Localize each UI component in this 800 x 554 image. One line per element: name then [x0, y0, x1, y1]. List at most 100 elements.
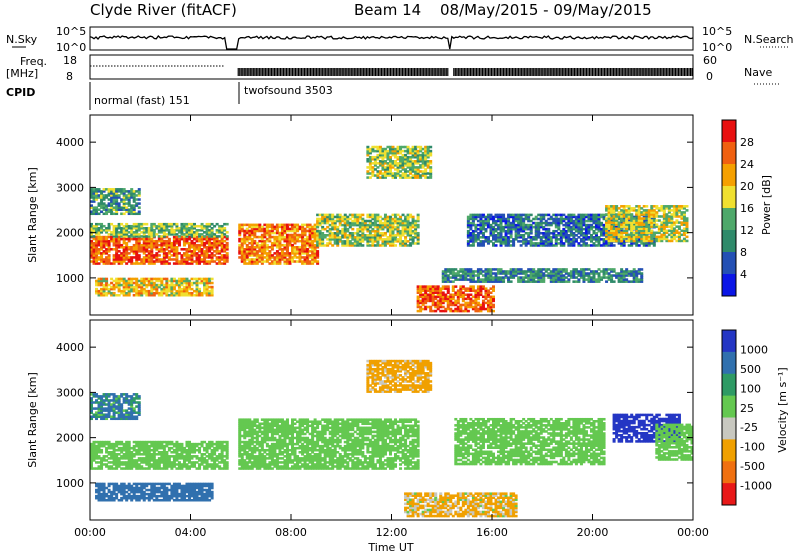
heatmap-cell	[409, 215, 413, 219]
heatmap-cell	[502, 242, 506, 245]
heatmap-cell	[353, 244, 357, 247]
heatmap-cell	[127, 200, 131, 203]
heatmap-cell	[373, 231, 377, 235]
heatmap-cell	[569, 231, 573, 235]
heatmap-cell	[162, 277, 166, 281]
heatmap-cell	[564, 231, 568, 235]
heatmap-cell	[157, 235, 161, 238]
heatmap-cell	[396, 219, 400, 223]
heatmap-cell	[177, 237, 181, 241]
heatmap-cell	[97, 241, 101, 245]
heatmap-cell	[466, 229, 470, 233]
heatmap-cell	[263, 245, 267, 249]
heatmap-cell	[627, 221, 631, 224]
heatmap-cell	[376, 157, 380, 161]
heatmap-cell	[122, 291, 126, 295]
heatmap-cell	[399, 238, 403, 241]
heatmap-cell	[507, 236, 511, 239]
heatmap-cell	[95, 283, 99, 287]
heatmap-cell	[253, 262, 257, 265]
heatmap-cell	[534, 236, 538, 239]
heatmap-cell	[248, 262, 252, 265]
heatmap-cell	[426, 305, 430, 309]
heatmap-cell	[105, 285, 109, 289]
heatmap-cell	[160, 281, 164, 285]
heatmap-cell	[376, 240, 380, 243]
heatmap-cell	[617, 225, 621, 228]
heatmap-cell	[165, 229, 169, 232]
heatmap-cell	[127, 245, 131, 249]
heatmap-cell	[381, 172, 385, 175]
heatmap-cell	[92, 224, 96, 228]
heatmap-cell	[436, 289, 440, 292]
heatmap-cell	[466, 221, 470, 225]
heatmap-cell	[102, 239, 106, 243]
heatmap-cell	[476, 285, 480, 288]
heatmap-cell	[147, 256, 151, 259]
heatmap-cell	[157, 260, 161, 263]
heatmap-cell	[92, 248, 96, 251]
heatmap-cell	[444, 295, 448, 299]
nsky-right-tick-top: 10^5	[702, 25, 732, 38]
heatmap-cell	[574, 225, 578, 229]
heatmap-cell	[391, 221, 395, 225]
heatmap-cell	[208, 245, 212, 249]
heatmap-cell	[411, 151, 415, 155]
heatmap-cell	[127, 237, 131, 241]
heatmap-cell	[371, 240, 375, 243]
heatmap-cell	[492, 289, 495, 292]
heatmap-cell	[90, 206, 93, 209]
heatmap-cell	[248, 250, 252, 253]
heatmap-cell	[142, 252, 146, 255]
heatmap-cell	[434, 289, 438, 292]
heatmap-cell	[195, 243, 199, 247]
heatmap-cell	[547, 236, 551, 239]
heatmap-cell	[559, 242, 563, 245]
heatmap-cell	[253, 252, 257, 255]
heatmap-cell	[479, 221, 483, 225]
heatmap-cell	[406, 219, 410, 223]
heatmap-cell	[494, 280, 498, 283]
heatmap-cell	[102, 291, 106, 295]
heatmap-cell	[386, 149, 390, 153]
heatmap-cell	[343, 227, 347, 231]
heatmap-cell	[401, 213, 405, 217]
heatmap-cell	[610, 211, 614, 214]
heatmap-cell	[461, 293, 465, 297]
heatmap-cell	[569, 274, 573, 277]
heatmap-cell	[142, 235, 146, 238]
heatmap-cell	[396, 149, 400, 153]
heatmap-cell	[177, 241, 181, 245]
heatmap-cell	[554, 223, 558, 227]
heatmap-cell	[333, 225, 337, 229]
heatmap-cell	[602, 272, 606, 275]
heatmap-cell	[464, 287, 468, 290]
heatmap-cell	[635, 235, 639, 239]
heatmap-cell	[210, 277, 214, 281]
heatmap-cell	[122, 293, 126, 297]
heatmap-cell	[486, 219, 490, 223]
heatmap-cell	[170, 245, 174, 249]
heatmap-cell	[431, 309, 435, 313]
heatmap-cell	[542, 242, 546, 245]
heatmap-cell	[424, 162, 428, 165]
heatmap-cell	[107, 241, 111, 245]
heatmap-cell	[331, 234, 335, 237]
heatmap-cell	[115, 202, 119, 205]
heatmap-cell	[172, 235, 176, 239]
heatmap-cell	[215, 245, 219, 249]
heatmap-cell	[610, 244, 614, 247]
heatmap-cell	[537, 280, 541, 283]
heatmap-cell	[383, 151, 387, 155]
heatmap-cell	[270, 235, 274, 239]
heatmap-cell	[534, 242, 538, 245]
heatmap-cell	[589, 280, 593, 283]
heatmap-cell	[187, 231, 191, 234]
heatmap-cell	[100, 245, 104, 249]
heatmap-cell	[567, 215, 571, 219]
heatmap-cell	[426, 285, 430, 288]
heatmap-cell	[421, 151, 425, 155]
heatmap-cell	[625, 213, 629, 216]
heatmap-cell	[630, 237, 634, 241]
heatmap-cell	[306, 239, 310, 243]
